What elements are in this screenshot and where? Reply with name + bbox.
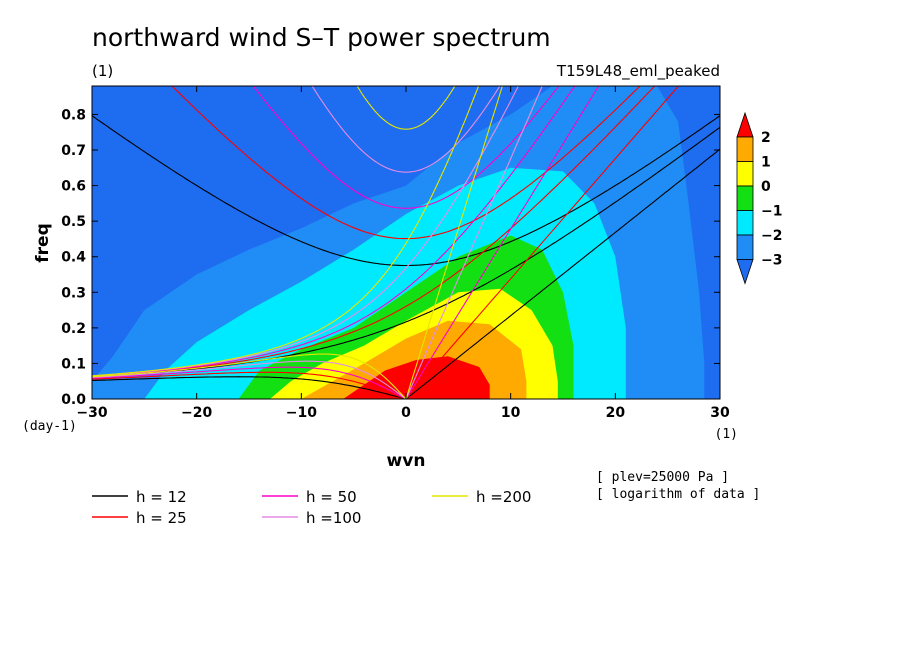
curve-ig-3 — [311, 86, 501, 173]
note-log: [ logarithm of data ] — [596, 487, 760, 502]
y-tick-label: 0.1 — [61, 356, 86, 372]
colorbar-label: 0 — [761, 179, 771, 195]
x-tick-label: 10 — [501, 405, 521, 421]
colorbar-arrow-bottom — [736, 259, 754, 285]
colorbar-label: 1 — [761, 155, 771, 171]
curve-rossby-2 — [92, 366, 407, 399]
legend-label: h = 12 — [136, 488, 187, 506]
curve-mrg-3 — [92, 86, 520, 377]
x-tick-label: 0 — [401, 405, 411, 421]
y-tick-label: 0.8 — [61, 107, 86, 123]
y-tick-label: 0.3 — [61, 285, 86, 301]
curve-kelvin-0 — [405, 148, 720, 399]
y-tick-label: 0.2 — [61, 321, 86, 337]
legend-label: h = 25 — [136, 509, 187, 527]
curve-mrg-1 — [92, 86, 656, 378]
x-tick-label: −20 — [181, 405, 212, 421]
x-axis: −30 −20 −10 0 10 20 30 — [76, 86, 730, 421]
curve-mrg-0 — [92, 126, 720, 378]
y-tick-label: 0.0 — [61, 392, 86, 408]
colorbar: −3 −2 −1 0 1 2 — [736, 111, 782, 285]
colorbar-label: −1 — [761, 204, 782, 220]
colorbar-segment — [736, 136, 754, 162]
y-tick-label: 0.4 — [61, 250, 86, 266]
x-tick-label: 20 — [606, 405, 626, 421]
legend-label: h =100 — [306, 509, 361, 527]
curve-kelvin-1 — [405, 86, 680, 399]
colorbar-arrow-top — [736, 111, 754, 138]
curve-rossby-4 — [92, 353, 407, 399]
y-tick-label: 0.7 — [61, 143, 86, 159]
note-plev: [ plev=25000 Pa ] — [596, 470, 729, 485]
x-tick-label: 30 — [710, 405, 730, 421]
colorbar-segment — [736, 161, 754, 187]
x-tick-label: −30 — [76, 405, 107, 421]
dispersion-curves — [92, 86, 720, 399]
curve-mrg-4 — [92, 86, 480, 377]
chart-title: northward wind S–T power spectrum — [92, 23, 551, 52]
legend-label: h =200 — [476, 488, 531, 506]
subtitle-left: (1) — [92, 62, 113, 80]
contour-band-5 — [343, 356, 490, 399]
curve-mrg-2 — [92, 86, 576, 377]
x-axis-label: wvn — [387, 451, 426, 471]
curve-rossby-0 — [92, 376, 407, 399]
legend-label: h = 50 — [306, 488, 357, 506]
curve-ig-2 — [252, 86, 560, 209]
colorbar-segment — [736, 234, 754, 260]
colorbar-label: 2 — [761, 130, 771, 146]
y-tick-label: 0.5 — [61, 214, 86, 230]
y-tick-label: 0.6 — [61, 179, 86, 195]
colorbar-segment — [736, 210, 754, 236]
colorbar-label: −3 — [761, 253, 782, 269]
curve-ig-0 — [92, 115, 720, 267]
x-unit-label: (1) — [715, 427, 738, 442]
curve-rossby-3 — [92, 360, 407, 399]
curve-kelvin-2 — [405, 86, 600, 399]
y-axis: 0.0 0.1 0.2 0.3 0.4 0.5 0.6 0.7 0.8 — [61, 107, 720, 408]
curve-ig-4 — [356, 86, 456, 130]
colorbar-segment — [736, 185, 754, 211]
y-axis-label: freq — [33, 223, 53, 262]
contour-bands — [92, 86, 705, 399]
curve-rossby-1 — [92, 371, 407, 399]
curve-kelvin-3 — [405, 86, 543, 399]
x-tick-label: −10 — [286, 405, 317, 421]
legend: h = 12 h = 25 h = 50 h =100 h =200 — [92, 488, 531, 527]
curve-kelvin-4 — [405, 86, 503, 399]
colorbar-label: −2 — [761, 228, 782, 244]
subtitle-right: T159L48_eml_peaked — [556, 62, 720, 81]
plot-area — [92, 86, 720, 399]
y-unit-label: (day-1) — [22, 419, 77, 434]
curve-ig-1 — [171, 86, 641, 240]
